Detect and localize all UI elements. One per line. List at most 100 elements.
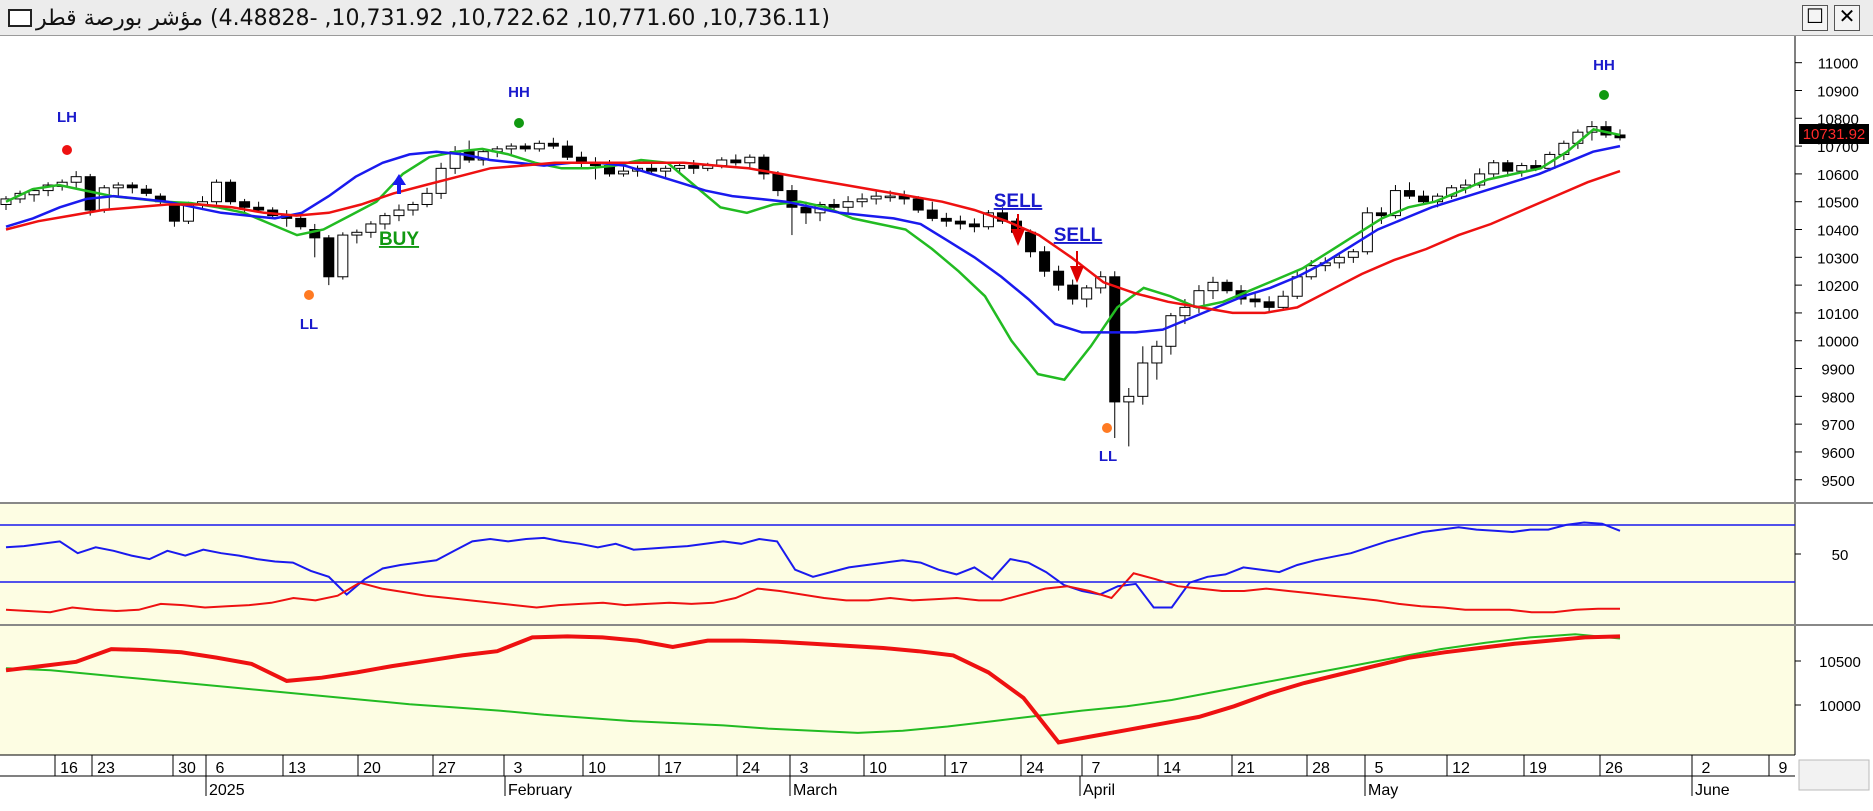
candle	[982, 210, 994, 230]
price-tick-label: 10900	[1817, 83, 1859, 100]
lower-line-2	[5, 634, 1621, 745]
candle	[140, 185, 152, 197]
candle	[421, 187, 433, 208]
day-tick-label: 14	[1163, 760, 1181, 777]
candle	[926, 201, 938, 222]
price-tick-label: 10100	[1817, 306, 1859, 323]
month-tick-label: June	[1695, 782, 1730, 799]
ll-dot-1	[304, 290, 314, 300]
candle	[126, 182, 138, 194]
time-axis	[0, 755, 1873, 811]
day-tick-label: 17	[664, 760, 682, 777]
candle	[968, 218, 980, 233]
price-tick-label: 9900	[1821, 362, 1854, 379]
ma-line-1	[5, 128, 1621, 382]
month-tick-label: February	[508, 782, 572, 799]
candle	[646, 162, 658, 174]
candle	[1418, 190, 1430, 205]
candle	[1277, 290, 1289, 311]
month-tick-label: 2025	[209, 782, 245, 799]
candle	[561, 140, 573, 160]
sell-label-1: SELL	[994, 191, 1043, 212]
candle	[1333, 254, 1345, 269]
candle	[1137, 346, 1149, 405]
month-tick-label: March	[793, 782, 837, 799]
window-icon	[8, 9, 32, 27]
sell-arrow-icon-2	[1070, 251, 1084, 283]
candle	[744, 154, 756, 169]
current-price-label: 10731.92	[1803, 126, 1866, 143]
day-tick-label: 12	[1452, 760, 1470, 777]
candle	[225, 179, 237, 205]
day-tick-label: 7	[1092, 760, 1101, 777]
price-tick-label: 11000	[1818, 56, 1859, 73]
day-tick-label: 30	[178, 760, 196, 777]
x-axis-ticks: 16 23 30 6 13 20 27 3 10 17 24 3 10 17 24 7 14 21 28 5 12 19 2…	[54, 755, 1788, 799]
oscillator-tick-50: 50	[1832, 547, 1849, 564]
candle	[1151, 340, 1163, 380]
candle	[407, 201, 419, 216]
window-titlebar: (10,736.11, 10,771.60, 10,722.62, 10,731…	[0, 0, 1873, 36]
buy-arrow-icon	[392, 174, 406, 194]
day-tick-label: 3	[514, 760, 523, 777]
day-tick-label: 17	[950, 760, 968, 777]
candle	[547, 137, 559, 149]
lower-tick-10500: 10500	[1819, 654, 1861, 671]
candle	[533, 140, 545, 152]
price-panel	[0, 36, 1795, 502]
candle	[828, 198, 840, 211]
day-tick-label: 3	[800, 760, 809, 777]
price-tick-label: 10300	[1817, 250, 1859, 267]
candle	[519, 143, 531, 152]
price-tick-label: 10000	[1817, 334, 1859, 351]
hh-dot-1	[514, 118, 524, 128]
ma-line-3	[5, 161, 1621, 315]
window-title: (10,736.11, 10,771.60, 10,722.62, 10,731…	[36, 6, 830, 31]
day-tick-label: 21	[1237, 760, 1255, 777]
candle	[842, 196, 854, 213]
candle	[365, 221, 377, 238]
candle	[1375, 207, 1387, 224]
price-tick-label: 10500	[1817, 195, 1859, 212]
candle	[1403, 182, 1415, 199]
candle	[351, 229, 363, 244]
candle	[379, 212, 391, 230]
buy-label: BUY	[379, 229, 419, 250]
day-tick-label: 10	[588, 760, 606, 777]
candle	[84, 173, 96, 216]
lh-label: LH	[57, 109, 77, 126]
ll-dot-2	[1102, 423, 1112, 433]
maximize-button[interactable]: ☐	[1802, 5, 1828, 31]
lower-panel-lines	[5, 633, 1621, 745]
sell-label-2: SELL	[1054, 225, 1103, 246]
price-tick-label: 10600	[1817, 167, 1859, 184]
current-price-badge	[1799, 124, 1869, 144]
candle	[112, 182, 124, 197]
candle	[323, 235, 335, 286]
ll-label-1: LL	[300, 316, 318, 333]
candle	[786, 185, 798, 236]
day-tick-label: 5	[1375, 760, 1384, 777]
day-tick-label: 28	[1312, 760, 1330, 777]
candle	[337, 232, 349, 280]
chart-area[interactable]: 1100010900108001070010600105001040010300…	[0, 36, 1873, 811]
day-tick-label: 19	[1529, 760, 1547, 777]
candle	[1053, 265, 1065, 291]
close-button[interactable]: ✕	[1834, 5, 1860, 31]
price-tick-label: 9700	[1821, 417, 1854, 434]
hh-label-2: HH	[1593, 57, 1615, 74]
day-tick-label: 20	[363, 760, 381, 777]
day-tick-label: 13	[288, 760, 306, 777]
oscillator-panel	[0, 504, 1795, 624]
day-tick-label: 9	[1779, 760, 1788, 777]
day-tick-label: 6	[216, 760, 225, 777]
ma-line-2	[5, 144, 1621, 334]
candle	[870, 190, 882, 205]
price-tick-label: 10200	[1817, 278, 1859, 295]
candle	[856, 193, 868, 208]
price-tick-label: 9500	[1821, 473, 1854, 490]
candle	[1081, 285, 1093, 308]
candle	[1067, 279, 1079, 305]
month-tick-label: April	[1083, 782, 1115, 799]
day-tick-label: 10	[869, 760, 887, 777]
